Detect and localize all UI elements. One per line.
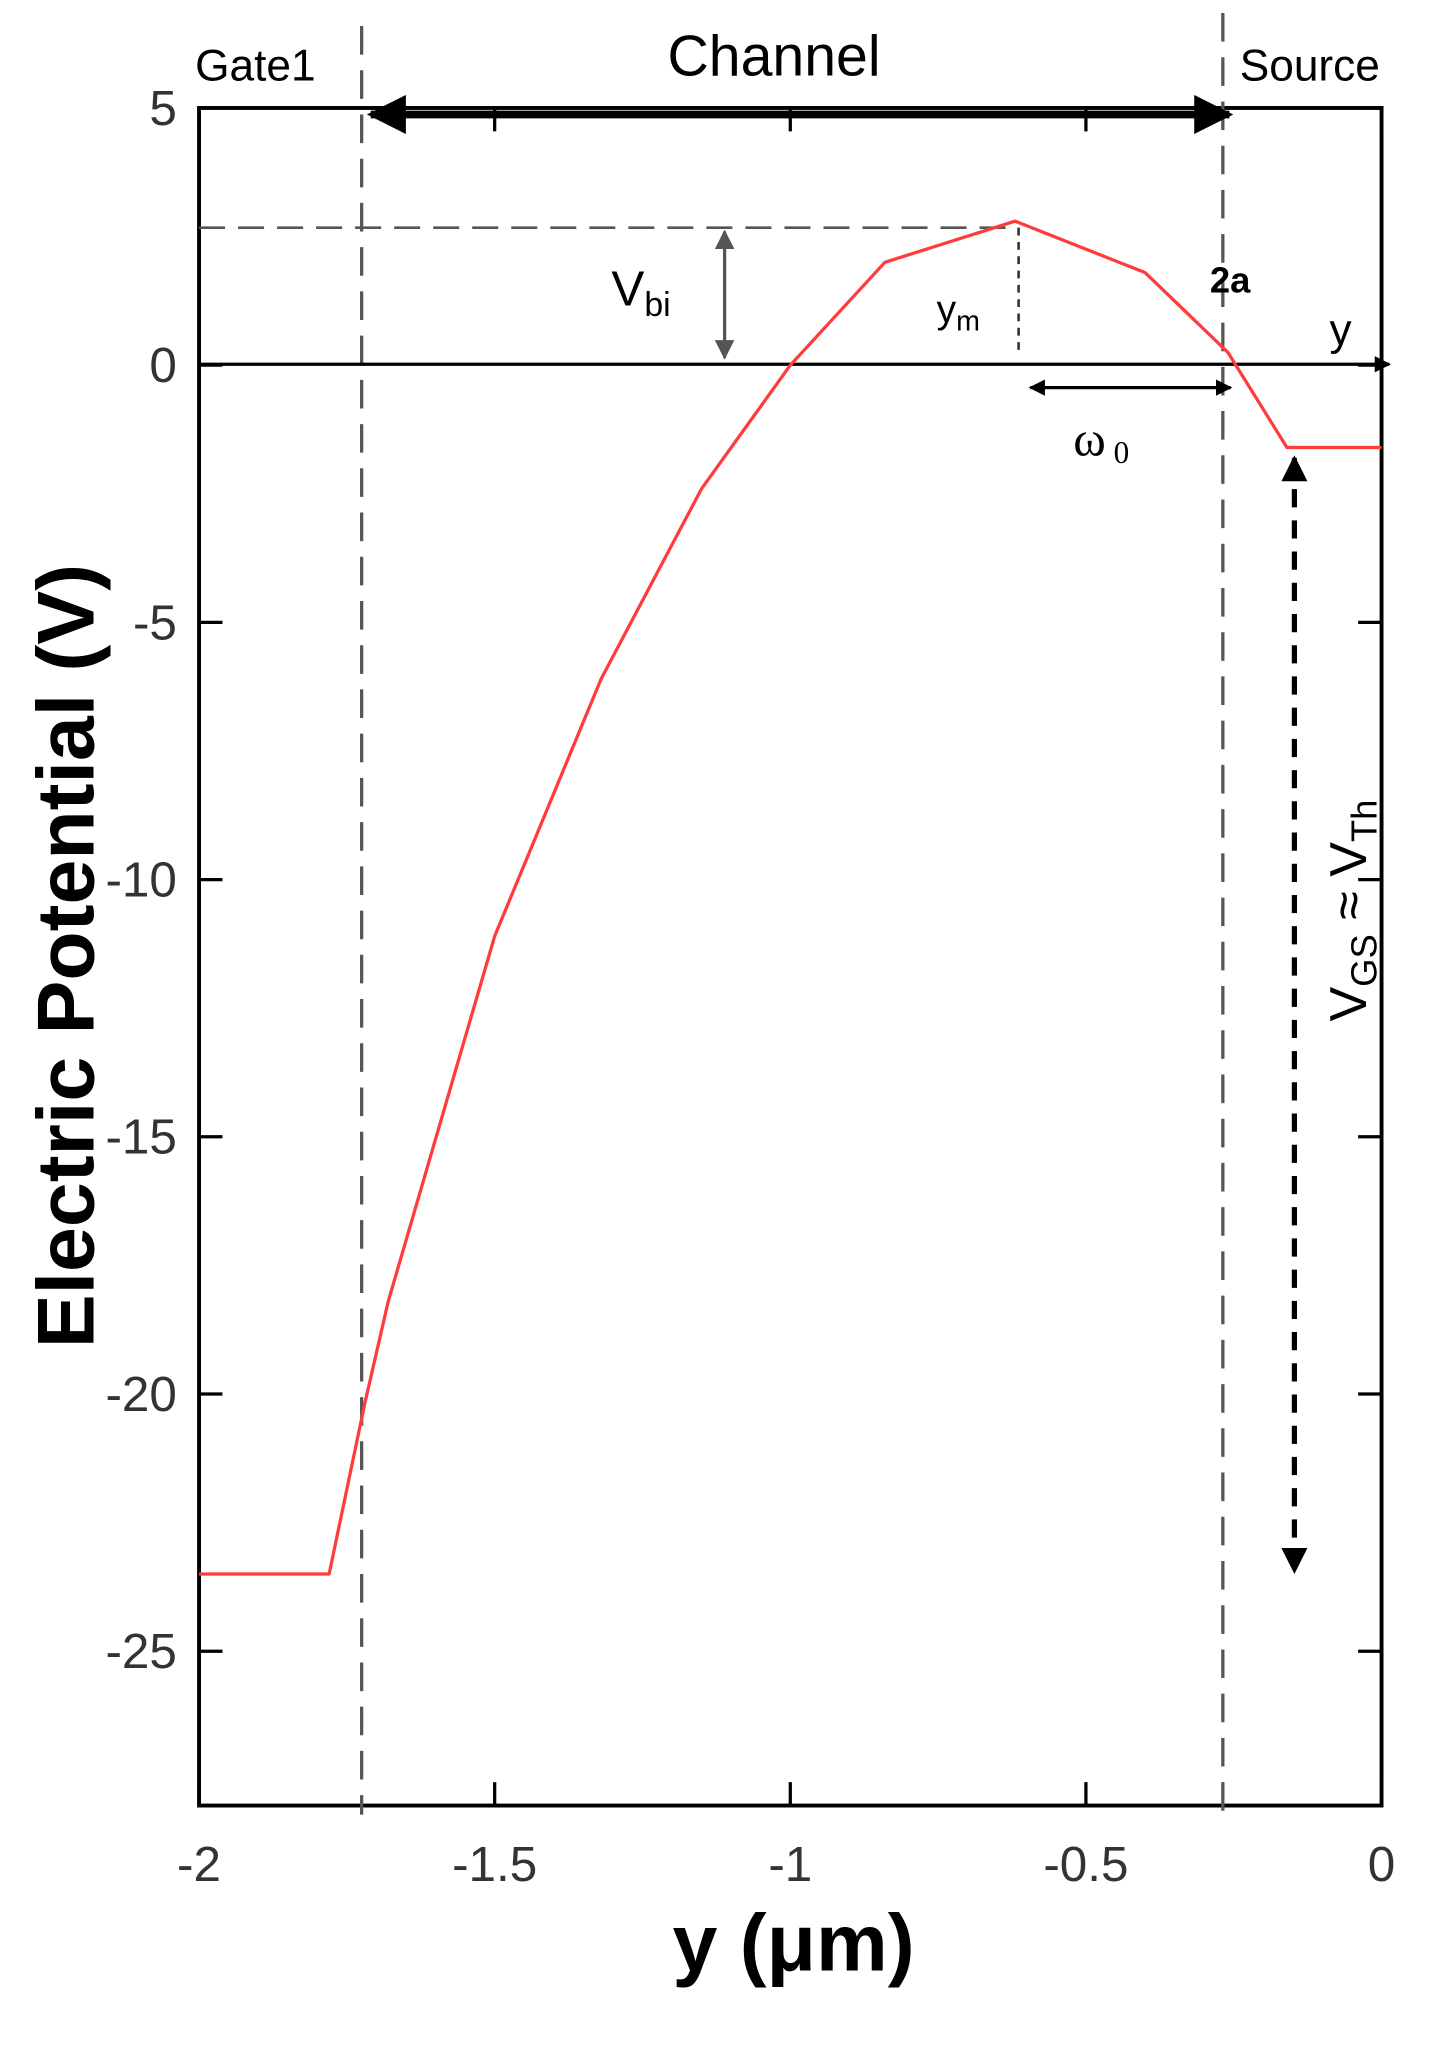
two-a-label: 2a bbox=[1210, 260, 1251, 301]
vgs-mid: ≈ bbox=[1320, 877, 1378, 934]
x-tick-label: -0.5 bbox=[1043, 1837, 1128, 1892]
y-tick-label: 0 bbox=[149, 338, 177, 393]
vbi-label: Vbi bbox=[611, 262, 670, 324]
channel-label: Channel bbox=[667, 24, 880, 88]
y-tick-label: -5 bbox=[133, 595, 177, 650]
ym-label: ym bbox=[937, 289, 980, 338]
ym-main: y bbox=[937, 289, 957, 332]
potential-curve bbox=[199, 219, 1382, 1576]
y-tick-label: -20 bbox=[105, 1367, 176, 1422]
vgs-v2: V bbox=[1320, 842, 1378, 877]
y-axis-label: Electric Potential (V) bbox=[22, 564, 112, 1348]
x-axis-label: y (μm) bbox=[673, 1899, 915, 1989]
gate-label: Gate1 bbox=[195, 42, 315, 91]
x-tick-label: -2 bbox=[177, 1837, 221, 1892]
vgs-label: VGS ≈ VTh bbox=[1320, 800, 1384, 1022]
x-tick-label: 0 bbox=[1368, 1837, 1396, 1892]
vgs-s2: Th bbox=[1343, 800, 1384, 842]
omega-main: ω bbox=[1073, 411, 1106, 466]
vbi-sub: bi bbox=[644, 286, 670, 324]
x-tick-label: -1.5 bbox=[452, 1837, 537, 1892]
vgs-v1: V bbox=[1320, 987, 1378, 1022]
y-tick-label: -15 bbox=[105, 1110, 176, 1165]
ym-sub: m bbox=[956, 305, 980, 337]
omega-sub: 0 bbox=[1114, 435, 1130, 470]
vgs-s1: GS bbox=[1343, 934, 1384, 987]
y-tick-label: 5 bbox=[149, 81, 177, 136]
source-label: Source bbox=[1240, 42, 1380, 91]
x-tick-label: -1 bbox=[768, 1837, 812, 1892]
y-arrow-label: y bbox=[1330, 306, 1353, 355]
y-tick-label: -25 bbox=[105, 1624, 176, 1679]
y-tick-label: -10 bbox=[105, 853, 176, 908]
vbi-main: V bbox=[611, 262, 644, 317]
